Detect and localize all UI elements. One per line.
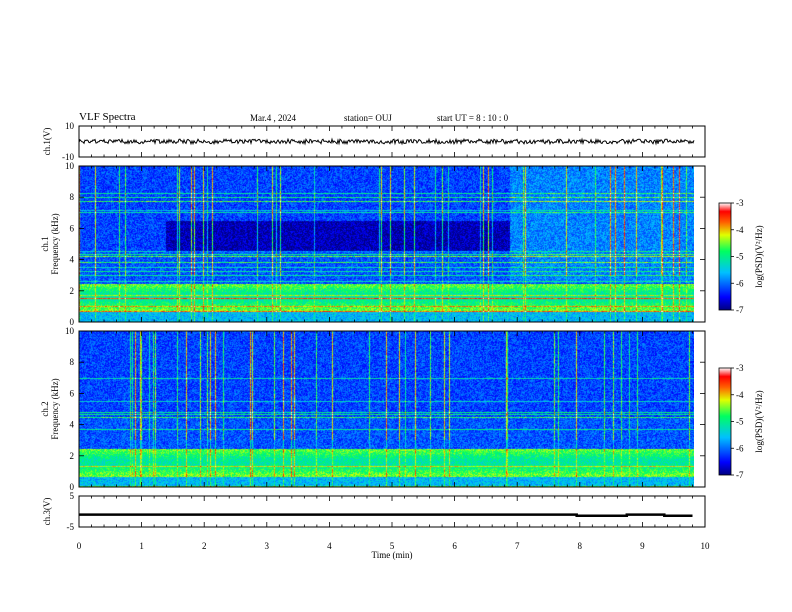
ch1-spectrogram-image bbox=[79, 166, 694, 322]
y-tick-label: 0 bbox=[70, 317, 75, 327]
colorbar-tick-label: -4 bbox=[736, 390, 744, 400]
x-tick-label: 9 bbox=[640, 541, 645, 551]
y-tick-label: 4 bbox=[70, 420, 75, 430]
y-axis-label-channel: ch.1 bbox=[40, 236, 50, 251]
date-label: Mar.4 , 2024 bbox=[250, 113, 296, 123]
colorbar-tick-label: -7 bbox=[736, 305, 744, 315]
ch1-waveform-line bbox=[78, 137, 695, 146]
colorbar-tick-label: -3 bbox=[736, 363, 744, 373]
y-axis-label-channel: ch.2 bbox=[40, 401, 50, 416]
y-axis-label-frequency: Frequency (kHz) bbox=[50, 378, 60, 439]
x-tick-label: 3 bbox=[265, 541, 270, 551]
y-tick-label: -5 bbox=[67, 522, 75, 532]
x-tick-label: 2 bbox=[202, 541, 207, 551]
y-tick-label: 2 bbox=[70, 286, 75, 296]
x-tick-label: 7 bbox=[515, 541, 520, 551]
x-tick-label: 4 bbox=[327, 541, 332, 551]
colorbar-tick-label: -6 bbox=[736, 443, 744, 453]
colorbar-tick-label: -4 bbox=[736, 225, 744, 235]
spectrogram-images bbox=[79, 166, 694, 487]
y-tick-label: 5 bbox=[70, 491, 75, 501]
y-tick-label: 4 bbox=[70, 255, 75, 265]
ch3-waveform-line bbox=[79, 513, 693, 518]
station-label: station= OUJ bbox=[344, 113, 392, 123]
y-tick-label: 10 bbox=[65, 326, 75, 336]
colorbar-tick-label: -5 bbox=[736, 252, 744, 262]
x-tick-label: 6 bbox=[452, 541, 457, 551]
y-axis-label: ch.3(V) bbox=[42, 498, 52, 526]
waveform-lines bbox=[78, 137, 695, 518]
y-tick-label: 10 bbox=[65, 161, 75, 171]
x-tick-label: 5 bbox=[390, 541, 395, 551]
x-tick-label: 10 bbox=[701, 541, 711, 551]
y-tick-label: 0 bbox=[70, 482, 75, 492]
y-tick-label: -10 bbox=[62, 152, 74, 162]
colorbar-label: log(PSD)(V²/Hz) bbox=[754, 225, 764, 287]
colorbar-label: log(PSD)(V²/Hz) bbox=[754, 390, 764, 452]
y-tick-label: 8 bbox=[70, 357, 75, 367]
x-tick-label: 1 bbox=[139, 541, 144, 551]
ch2-spectrogram-image bbox=[79, 331, 694, 487]
y-axis-label-frequency: Frequency (kHz) bbox=[50, 213, 60, 274]
colorbar bbox=[718, 202, 732, 311]
start-time-label: start UT = 8 : 10 : 0 bbox=[437, 113, 509, 123]
x-axis-label: Time (min) bbox=[372, 550, 413, 560]
y-tick-label: 10 bbox=[65, 121, 75, 131]
colorbar bbox=[718, 367, 732, 476]
y-axis-label: ch.1(V) bbox=[42, 128, 52, 156]
colorbar-tick-label: -5 bbox=[736, 417, 744, 427]
colorbar-tick-label: -7 bbox=[736, 470, 744, 480]
y-tick-label: 2 bbox=[70, 451, 75, 461]
y-tick-label: 6 bbox=[70, 223, 75, 233]
y-tick-label: 6 bbox=[70, 388, 75, 398]
colorbar-tick-label: -6 bbox=[736, 278, 744, 288]
x-tick-label: 0 bbox=[77, 541, 82, 551]
plot-title: VLF Spectra bbox=[79, 111, 136, 123]
x-tick-label: 8 bbox=[578, 541, 583, 551]
colorbar-tick-label: -3 bbox=[736, 198, 744, 208]
y-tick-label: 8 bbox=[70, 192, 75, 202]
